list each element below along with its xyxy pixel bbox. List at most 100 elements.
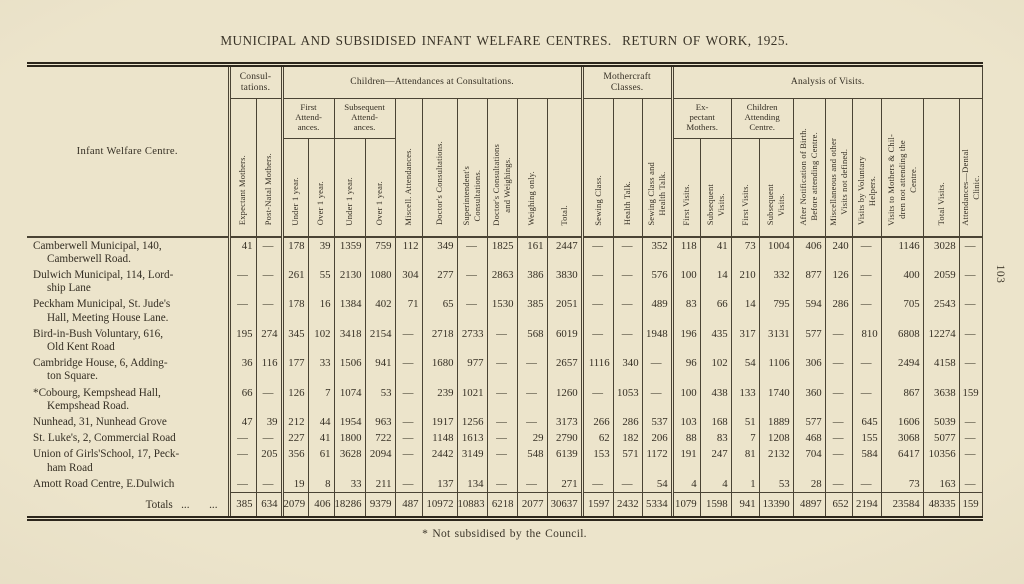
value-cell: 1506 [333,355,366,385]
table-row: Camberwell Municipal, 140, Camberwell Ro… [27,236,983,267]
value-cell: 977 [456,355,488,385]
value-cell: — [958,413,983,431]
col-header-label: Over 1 year. [374,181,385,226]
value-cell: 286 [612,413,643,431]
value-cell: 12274 [922,325,960,356]
value-cell: 66 [699,296,732,326]
value-cell: 116 [255,355,284,385]
value-cell: 1800 [333,430,366,447]
value-cell: — [641,384,674,414]
subgroup-children-attending-centre: Children Attending Centre. [730,98,794,139]
value-cell: — [228,266,257,297]
col-header-label: First Visits. [739,183,750,226]
total-value-cell: 6218 [486,491,518,519]
value-cell: 2733 [456,325,488,356]
value-cell: 240 [824,236,853,267]
value-cell: 6139 [546,446,584,476]
total-value-cell: 2194 [851,491,882,519]
value-cell: 332 [758,266,794,297]
value-cell: 28 [792,475,826,493]
value-cell: — [581,296,614,326]
total-value-cell: 159 [958,491,983,519]
value-cell: — [255,236,284,267]
value-cell: 2718 [421,325,458,356]
value-cell: 3418 [333,325,366,356]
col-header-label: Post-Natal Mothers. [262,153,273,226]
value-cell: 155 [851,430,882,447]
col-header-label: Total Visits. [935,182,946,226]
value-cell: 153 [581,446,614,476]
total-value-cell: 2077 [516,491,548,519]
value-cell: 4158 [922,355,960,385]
value-cell: 41 [699,236,732,267]
value-cell: — [456,266,488,297]
total-value-cell: 1597 [581,491,614,519]
centre-name: Dulwich Municipal, 114, Lord- ship Lane [27,266,231,297]
col-header-label: Health Talk. [622,181,633,226]
page-number: 103 [994,264,1006,284]
total-value-cell: 941 [730,491,760,519]
group-children-attendances: Children—Attendances at Consultations. [281,64,584,99]
value-cell: 385 [516,296,548,326]
value-cell: 594 [792,296,826,326]
table-row: *Cobourg, Kempshead Hall, Kempshead Road… [27,384,983,414]
value-cell: — [394,446,423,476]
value-cell: — [581,384,614,414]
value-cell: — [581,266,614,297]
value-cell: 100 [671,266,701,297]
value-cell: — [228,430,257,447]
value-cell: 438 [699,384,732,414]
value-cell: 29 [516,430,548,447]
header-subgroup-row: Expectant Mothers. Post-Natal Mothers. F… [27,98,983,238]
value-cell: 36 [228,355,257,385]
value-cell: 406 [792,236,826,267]
value-cell: 44 [307,413,335,431]
table-row: Union of Girls'School, 17, Peck- ham Roa… [27,446,983,476]
value-cell: 211 [364,475,396,493]
value-cell: 126 [824,266,853,297]
value-cell: 178 [281,236,309,267]
value-cell: 39 [255,413,284,431]
value-cell: 14 [730,296,760,326]
centre-name: *Cobourg, Kempshead Hall, Kempshead Road… [27,384,231,414]
value-cell: 584 [851,446,882,476]
value-cell: 65 [421,296,458,326]
col-header-expectant-mothers: Expectant Mothers. [228,98,257,238]
value-cell: 1606 [880,413,924,431]
value-cell: 1 [730,475,760,493]
row-header: Infant Welfare Centre. [27,64,231,238]
value-cell: 2094 [364,446,396,476]
value-cell: 2132 [758,446,794,476]
value-cell: — [228,475,257,493]
header-group-row: Infant Welfare Centre. Consul- tations. … [27,64,983,238]
value-cell: 8 [307,475,335,493]
value-cell: 100 [671,384,701,414]
col-header-label: Miscell. Attendances. [402,147,413,226]
value-cell: 2790 [546,430,584,447]
welfare-table: Infant Welfare Centre. Consul- tations. … [27,62,983,521]
value-cell: 386 [516,266,548,297]
value-cell: 210 [730,266,760,297]
col-header-subsequent-over-1-year: Over 1 year. [364,138,396,238]
col-header-expectant-subsequent-visits: Subsequent Visits. [699,138,732,238]
total-value-cell: 2079 [281,491,309,519]
value-cell: 1146 [880,236,924,267]
value-cell: 161 [516,236,548,267]
value-cell: 62 [581,430,614,447]
value-cell: — [228,296,257,326]
value-cell: — [228,446,257,476]
value-cell: 571 [612,446,643,476]
header-rotated-row: Under 1 year. Over 1 year. Under 1 year.… [27,138,982,238]
value-cell: 14 [699,266,732,297]
value-cell: 3628 [333,446,366,476]
total-value-cell: 2432 [612,491,643,519]
col-header-doctors-consultations: Doctor's Consultations. [421,98,458,238]
value-cell: 1825 [486,236,518,267]
value-cell: — [824,355,853,385]
value-cell: — [255,384,284,414]
col-header-label: Doctor's Consultations and Weighings. [490,143,512,226]
value-cell: — [958,236,983,267]
value-cell: 118 [671,236,701,267]
value-cell: 705 [880,296,924,326]
value-cell: — [486,446,518,476]
